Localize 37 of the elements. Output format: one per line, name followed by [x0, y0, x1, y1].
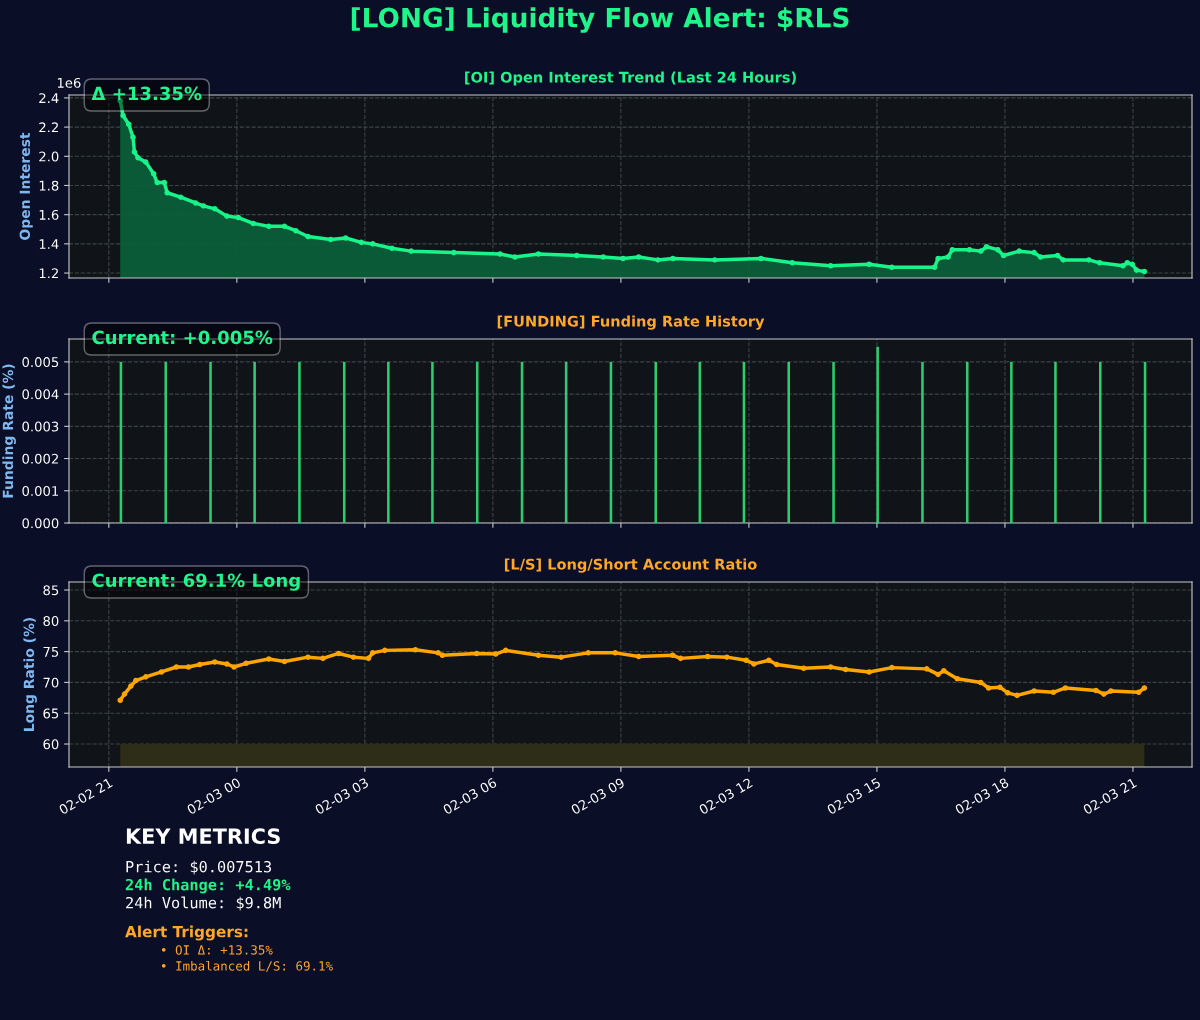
y-tick-label: 0.005 [22, 357, 59, 368]
y-tick-label: 1.6 [39, 209, 59, 220]
annotation: Current: 69.1% Long [92, 573, 300, 591]
text: Price: $0.007513 [126, 860, 272, 875]
y-tick-label: 2.2 [39, 122, 58, 133]
y-tick-label: 75 [43, 647, 59, 657]
y-tick-label: 70 [43, 677, 59, 688]
y-tick-label: 1.8 [39, 180, 59, 191]
y-tick-label: 0.003 [22, 421, 59, 432]
y-tick-label: 60 [43, 739, 59, 750]
y-axis-title: Long Ratio (%) [23, 617, 37, 731]
y-tick-label: 85 [43, 585, 59, 596]
y-tick-label: 1.2 [39, 268, 58, 279]
y-tick-label: 2.4 [39, 93, 59, 103]
text: Alert Triggers: [125, 925, 248, 941]
annotation: Current: +0.005% [92, 330, 273, 345]
text: 24h Volume: $9.8M [126, 896, 281, 911]
y-axis-title: Open Interest [19, 132, 33, 240]
y-tick-label: 2.0 [39, 151, 59, 162]
text: KEY METRICS [126, 828, 280, 845]
chart-subtitle: [OI] Open Interest Trend (Last 24 Hours) [465, 71, 796, 86]
y-tick-label: 65 [43, 708, 59, 719]
chart-title: [L/S] Long/Short Account Ratio [504, 558, 757, 573]
chart-title: [FUNDING] Funding Rate History [497, 315, 765, 330]
text: • Imbalanced L/S: 69.1% [161, 960, 333, 972]
y-tick-label: 0.001 [22, 486, 59, 496]
text: • OI Δ: +13.35% [161, 945, 273, 955]
y-tick-label: 1.4 [39, 239, 59, 249]
y-tick-label: 0.002 [22, 453, 58, 464]
y-tick-label: 0.004 [22, 389, 59, 400]
y-tick-label: 0.000 [22, 518, 59, 529]
y-tick-label: 80 [43, 616, 59, 627]
y-axis-title: Funding Rate (%) [2, 364, 16, 498]
chart-title: [LONG] Liquidity Flow Alert: $RLS [351, 7, 849, 33]
annotation: Δ +13.35% [91, 86, 202, 101]
text: 1e6 [57, 77, 81, 88]
text: 24h Change: +4.49% [125, 878, 291, 894]
